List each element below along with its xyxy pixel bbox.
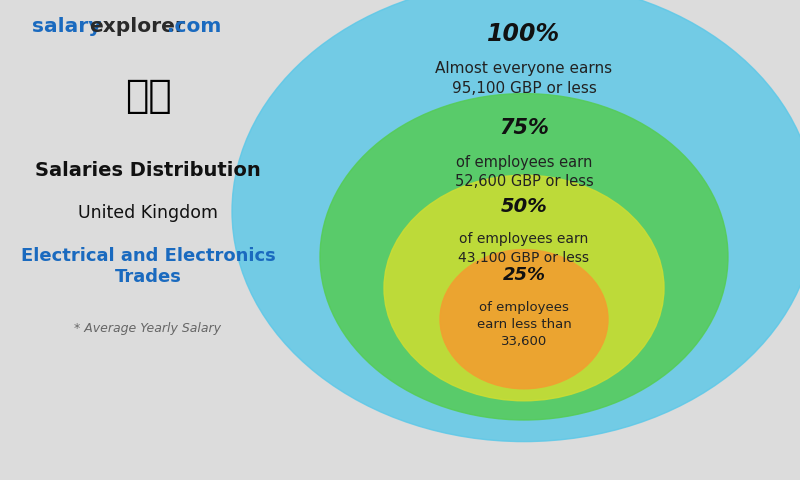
Text: 50%: 50% bbox=[501, 197, 547, 216]
Text: Electrical and Electronics
Trades: Electrical and Electronics Trades bbox=[21, 247, 275, 286]
Text: Almost everyone earns: Almost everyone earns bbox=[435, 61, 613, 76]
Text: 25%: 25% bbox=[502, 266, 546, 284]
Text: 43,100 GBP or less: 43,100 GBP or less bbox=[458, 251, 590, 264]
Text: of employees earn: of employees earn bbox=[456, 155, 592, 169]
Text: 95,100 GBP or less: 95,100 GBP or less bbox=[451, 82, 597, 96]
Text: Salaries Distribution: Salaries Distribution bbox=[35, 161, 261, 180]
Text: 33,600: 33,600 bbox=[501, 335, 547, 348]
Text: explorer: explorer bbox=[90, 17, 186, 36]
Text: 100%: 100% bbox=[487, 22, 561, 46]
Text: 75%: 75% bbox=[499, 118, 549, 138]
Text: 52,600 GBP or less: 52,600 GBP or less bbox=[454, 174, 594, 189]
Text: of employees earn: of employees earn bbox=[459, 232, 589, 246]
Ellipse shape bbox=[320, 94, 728, 420]
Text: salary: salary bbox=[32, 17, 102, 36]
Ellipse shape bbox=[440, 250, 608, 389]
Text: United Kingdom: United Kingdom bbox=[78, 204, 218, 222]
Text: .com: .com bbox=[167, 17, 222, 36]
Text: earn less than: earn less than bbox=[477, 318, 571, 331]
Text: * Average Yearly Salary: * Average Yearly Salary bbox=[74, 322, 222, 335]
Text: of employees: of employees bbox=[479, 300, 569, 313]
Text: 🇬🇧: 🇬🇧 bbox=[125, 77, 171, 115]
Ellipse shape bbox=[232, 0, 800, 442]
Ellipse shape bbox=[384, 175, 664, 401]
